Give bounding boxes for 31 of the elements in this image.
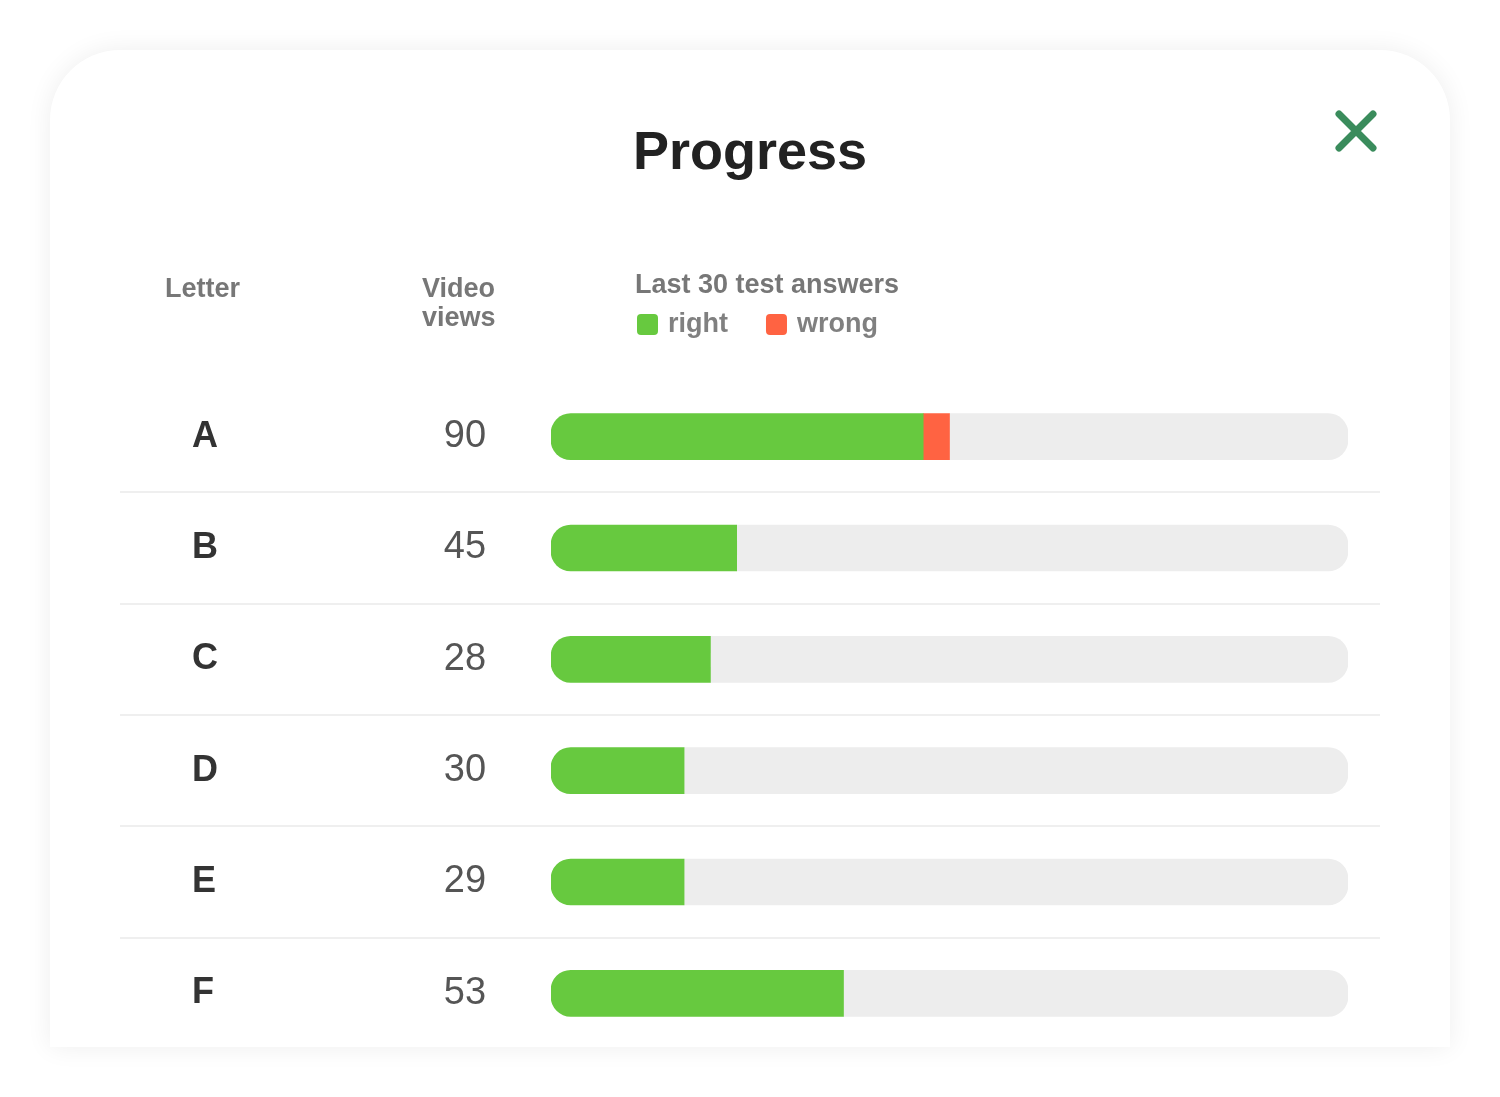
legend-title: Last 30 test answers [635,268,900,299]
text: Video views [422,273,496,332]
y-tick-label: F [192,970,214,1012]
y-tick-label: D [192,747,218,789]
bar [551,747,685,794]
bar [683,747,1348,794]
bar [551,413,924,460]
bar [710,636,1348,683]
legend-label: wrong [795,308,878,339]
bar [843,970,1348,1017]
y-tick-label: E [192,858,217,900]
bar [551,970,844,1017]
y-tick-label: C [192,636,218,678]
bar [949,413,1348,460]
text: 30 [443,747,487,790]
bar [551,858,685,906]
text: 29 [443,858,487,901]
text: 90 [443,413,487,456]
bar [551,524,738,572]
y-axis-title: Letter [165,273,241,303]
y-tick-label: A [192,413,218,455]
legend-label: right [668,308,728,339]
text: 28 [443,635,487,678]
bar [922,413,950,460]
text: 45 [443,524,487,567]
y-tick-label: B [192,524,218,566]
chart-title: Progress [631,119,869,182]
bar [683,858,1348,906]
bar [551,636,711,683]
text: 53 [443,969,487,1012]
bar [736,524,1348,572]
